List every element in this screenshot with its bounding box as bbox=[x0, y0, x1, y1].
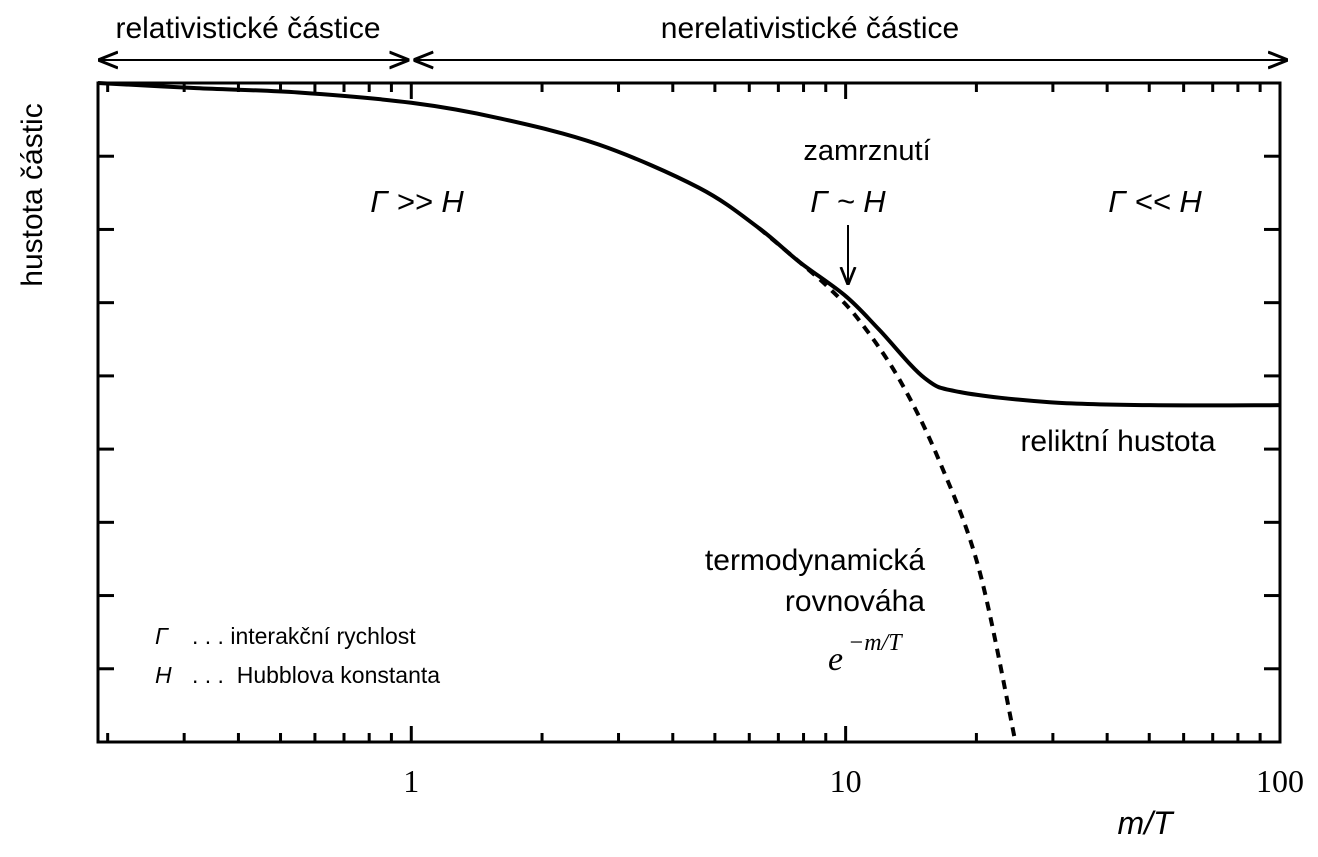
annotation: relativistické částice bbox=[115, 12, 380, 45]
annotation: e bbox=[828, 641, 843, 678]
legend-text: . . . Hubblova konstanta bbox=[192, 662, 440, 688]
line-series bbox=[757, 226, 1018, 743]
x-tick-label: 100 bbox=[1256, 763, 1304, 799]
x-tick-label: 10 bbox=[830, 763, 862, 799]
legend-symbol: Γ bbox=[155, 623, 169, 649]
annotation: zamrznutí bbox=[803, 135, 930, 167]
annotation: rovnováha bbox=[785, 585, 925, 618]
annotation: Γ >> H bbox=[370, 184, 464, 219]
legend-symbol: H bbox=[155, 662, 172, 688]
annotation: nerelativistické částice bbox=[661, 12, 959, 45]
x-axis-label: m/T bbox=[1117, 805, 1175, 841]
plot-frame bbox=[96, 81, 1282, 744]
line-series bbox=[97, 81, 1281, 408]
annotation: reliktní hustota bbox=[1020, 425, 1215, 458]
annotation: termodynamická bbox=[705, 544, 925, 577]
annotation: Γ ~ H bbox=[810, 184, 886, 219]
x-tick-label: 1 bbox=[403, 763, 419, 799]
annotation: −m/T bbox=[848, 630, 903, 656]
legend-text: . . . interakční rychlost bbox=[192, 623, 416, 649]
y-axis-label: hustota částic bbox=[16, 103, 49, 286]
annotation: Γ << H bbox=[1108, 184, 1202, 219]
